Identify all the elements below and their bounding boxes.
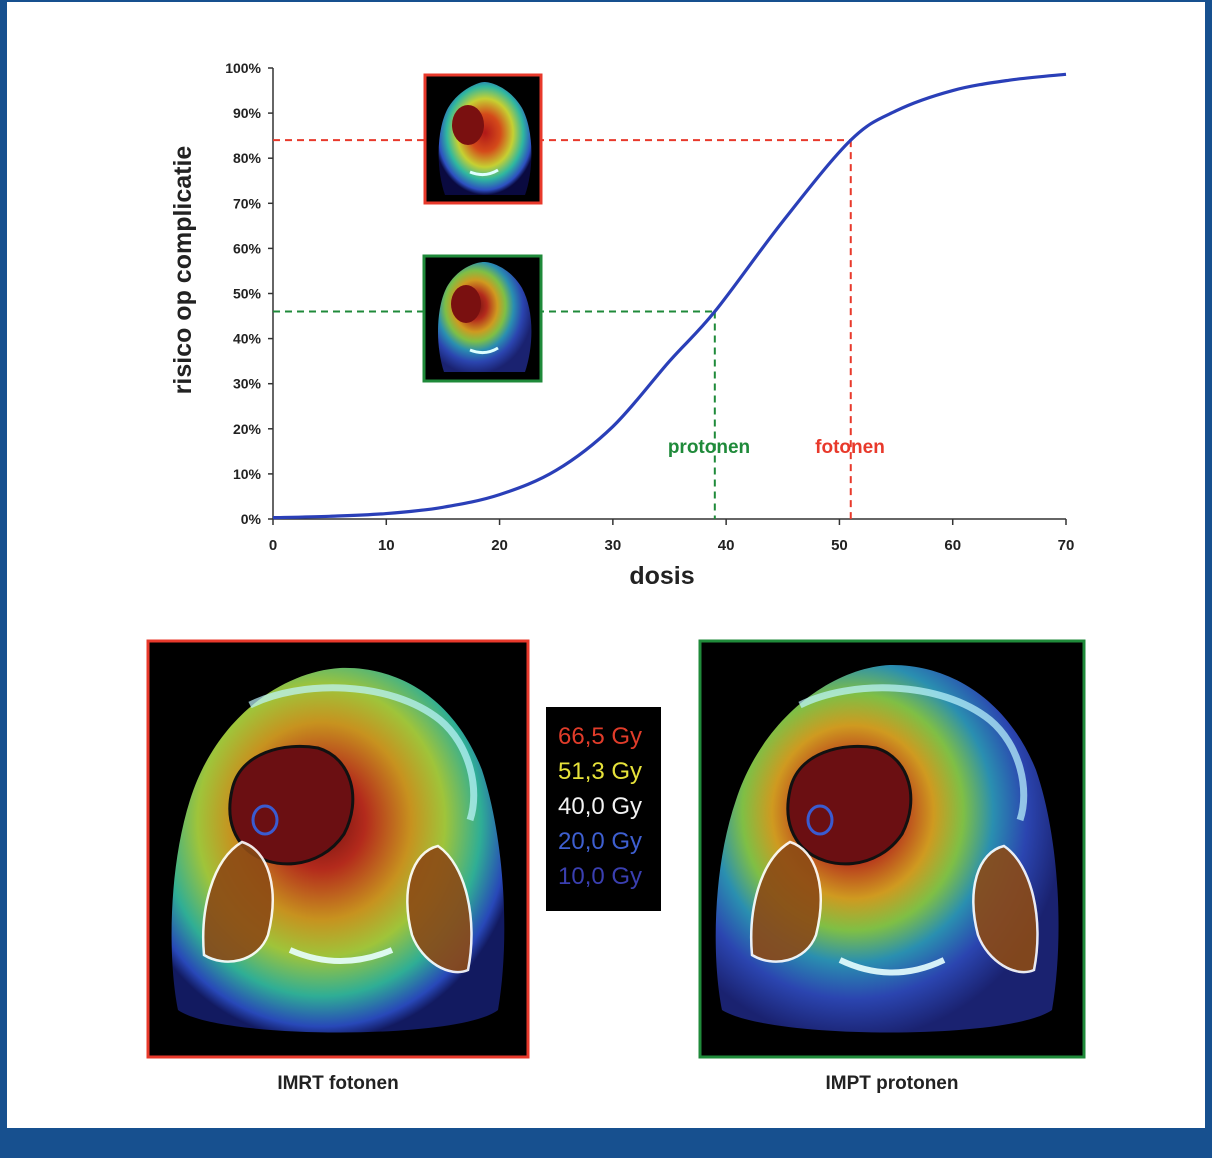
x-tick-label: 70 <box>1058 537 1075 554</box>
legend-item-40: 40,0 Gy <box>558 793 643 820</box>
y-tick-label: 30% <box>233 376 262 392</box>
y-tick-label: 70% <box>233 195 262 211</box>
photon-thumbnail <box>423 73 543 205</box>
y-axis-label: risico op complicatie <box>169 146 197 395</box>
x-tick-label: 60 <box>944 537 961 554</box>
risk-curve <box>272 72 1067 520</box>
photon-caption: IMRT fotonen <box>277 1073 399 1094</box>
protonen-label: protonen <box>668 437 750 458</box>
legend-item-51: 51,3 Gy <box>558 758 643 785</box>
x-tick-label: 0 <box>269 537 277 554</box>
x-tick-label: 40 <box>718 537 735 554</box>
x-axis-label: dosis <box>629 562 694 590</box>
y-tick-label: 20% <box>233 421 262 437</box>
y-tick-label: 100% <box>225 60 261 76</box>
legend-item-10: 10,0 Gy <box>558 863 643 890</box>
y-tick-label: 50% <box>233 286 262 302</box>
dose-legend: 66,5 Gy 51,3 Gy 40,0 Gy 20,0 Gy 10,0 Gy <box>546 707 661 911</box>
y-tick-label: 40% <box>233 331 262 347</box>
y-tick-label: 80% <box>233 150 262 166</box>
imrt-photon-dose-map <box>146 639 530 1059</box>
proton-thumbnail <box>422 254 543 383</box>
x-tick-label: 30 <box>605 537 622 554</box>
impt-proton-dose-map <box>698 639 1086 1059</box>
x-tick-label: 20 <box>491 537 508 554</box>
legend-item-20: 20,0 Gy <box>558 828 643 855</box>
x-tick-label: 50 <box>831 537 848 554</box>
fotonen-label: fotonen <box>815 437 885 458</box>
y-tick-label: 60% <box>233 240 262 256</box>
y-tick-label: 90% <box>233 105 262 121</box>
y-tick-label: 0% <box>241 511 262 527</box>
legend-item-66: 66,5 Gy <box>558 723 643 750</box>
bottom-bar <box>0 1128 1212 1158</box>
proton-caption: IMPT protonen <box>825 1073 959 1094</box>
y-tick-label: 10% <box>233 466 262 482</box>
x-tick-label: 10 <box>378 537 395 554</box>
